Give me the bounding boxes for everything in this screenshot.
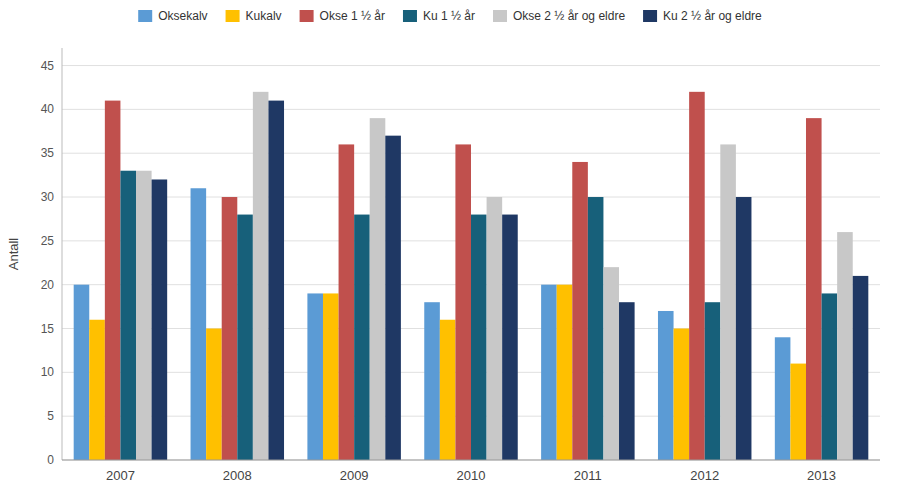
bar bbox=[307, 293, 323, 460]
bar bbox=[120, 171, 136, 460]
x-tick-label: 2008 bbox=[223, 468, 252, 483]
x-tick-label: 2010 bbox=[457, 468, 486, 483]
bar bbox=[222, 197, 238, 460]
x-tick-label: 2013 bbox=[807, 468, 836, 483]
bar bbox=[775, 337, 791, 460]
bar bbox=[339, 144, 355, 460]
y-axis: 0 5 10 15 20 25 30 35 40 45 bbox=[41, 48, 62, 467]
legend-label: Kukalv bbox=[246, 9, 282, 23]
bar bbox=[206, 329, 222, 460]
bar bbox=[471, 215, 487, 460]
bar bbox=[790, 364, 806, 460]
y-tick-label: 5 bbox=[47, 409, 54, 423]
legend-item: Kukalv bbox=[226, 9, 282, 23]
bar bbox=[370, 118, 386, 460]
bar bbox=[440, 320, 456, 460]
bar bbox=[853, 276, 869, 460]
y-tick-label: 10 bbox=[41, 365, 55, 379]
legend-label: Okse 1 ½ år bbox=[320, 9, 385, 23]
bar bbox=[557, 285, 573, 460]
x-tick-label: 2011 bbox=[574, 468, 602, 483]
bar bbox=[89, 320, 105, 460]
legend-item: Ku 2 ½ år og eldre bbox=[643, 9, 762, 23]
legend-label: Okse 2 ½ år og eldre bbox=[513, 9, 625, 23]
bar bbox=[136, 171, 152, 460]
bars bbox=[74, 92, 869, 460]
legend: Oksekalv Kukalv Okse 1 ½ år Ku 1 ½ år Okse 2… bbox=[138, 9, 762, 23]
bar bbox=[105, 101, 121, 460]
chart-svg: 0510152025303540452007200820092010201120… bbox=[0, 0, 900, 500]
bar bbox=[837, 232, 853, 460]
bar bbox=[502, 215, 518, 460]
y-tick-label: 45 bbox=[41, 59, 55, 73]
x-axis-line bbox=[62, 460, 880, 461]
legend-swatch bbox=[300, 10, 314, 22]
bar bbox=[588, 197, 604, 460]
grid-line bbox=[62, 460, 880, 461]
bar bbox=[487, 197, 503, 460]
bar bbox=[736, 197, 752, 460]
bar bbox=[191, 188, 207, 460]
bar bbox=[152, 179, 168, 460]
legend-swatch bbox=[643, 10, 657, 22]
bar bbox=[689, 92, 705, 460]
bar bbox=[323, 293, 339, 460]
bar bbox=[705, 302, 721, 460]
legend-item: Okse 1 ½ år bbox=[300, 9, 385, 23]
grid-line bbox=[62, 65, 880, 66]
grid bbox=[62, 66, 880, 460]
x-tick-label: 2012 bbox=[690, 468, 719, 483]
legend-swatch bbox=[138, 10, 152, 22]
y-axis-label: Antall bbox=[6, 238, 21, 271]
bar bbox=[268, 101, 284, 460]
legend-swatch bbox=[493, 10, 507, 22]
bar bbox=[720, 144, 736, 460]
y-tick-label: 25 bbox=[41, 234, 55, 248]
bar bbox=[619, 302, 635, 460]
bar bbox=[354, 215, 370, 460]
x-tick-label: 2007 bbox=[106, 468, 135, 483]
y-tick-label: 30 bbox=[41, 190, 55, 204]
x-tick-label: 2009 bbox=[340, 468, 369, 483]
bar bbox=[822, 293, 838, 460]
y-tick-label: 35 bbox=[41, 146, 55, 160]
legend-label: Ku 1 ½ år bbox=[423, 9, 475, 23]
bar bbox=[74, 285, 90, 460]
bar bbox=[541, 285, 557, 460]
bar bbox=[674, 329, 690, 460]
legend-label: Ku 2 ½ år og eldre bbox=[663, 9, 762, 23]
y-tick-label: 40 bbox=[41, 102, 55, 116]
bar bbox=[253, 92, 269, 460]
bar bbox=[455, 144, 471, 460]
bar bbox=[237, 215, 253, 460]
legend-label: Oksekalv bbox=[158, 9, 207, 23]
x-axis: 2007 2008 2009 2010 2011 2012 2013 bbox=[62, 460, 880, 483]
bar bbox=[385, 136, 401, 460]
legend-item: Oksekalv bbox=[138, 9, 207, 23]
bar bbox=[658, 311, 674, 460]
y-tick-label: 0 bbox=[47, 453, 54, 467]
grid-line bbox=[62, 109, 880, 110]
legend-swatch bbox=[403, 10, 417, 22]
chart-container: 0510152025303540452007200820092010201120… bbox=[0, 0, 900, 500]
y-tick-label: 15 bbox=[41, 322, 55, 336]
y-tick-label: 20 bbox=[41, 278, 55, 292]
legend-swatch bbox=[226, 10, 240, 22]
bar bbox=[572, 162, 588, 460]
legend-item: Ku 1 ½ år bbox=[403, 9, 475, 23]
bar bbox=[603, 267, 619, 460]
legend-item: Okse 2 ½ år og eldre bbox=[493, 9, 625, 23]
bar bbox=[424, 302, 440, 460]
bar bbox=[806, 118, 822, 460]
y-axis-line bbox=[62, 48, 63, 460]
